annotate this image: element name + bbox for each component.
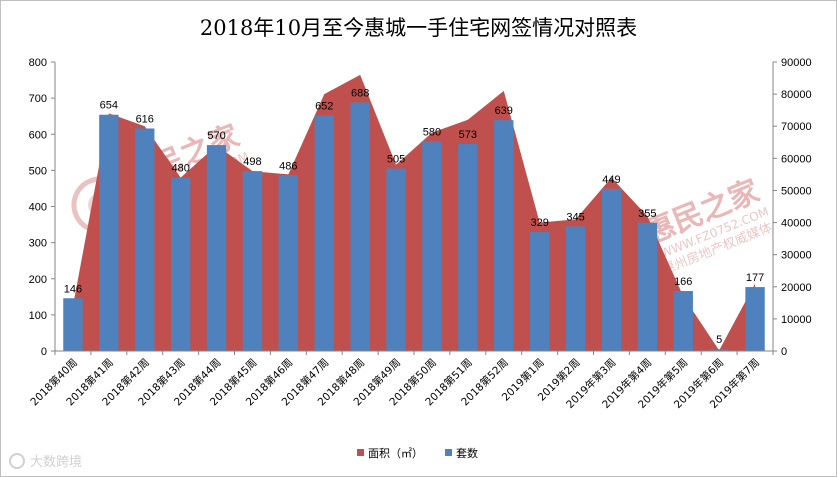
y-right-tick-label: 50000: [781, 185, 812, 197]
bar: [494, 120, 514, 351]
y-left-tick-label: 600: [29, 129, 47, 141]
legend-label-bar: 套数: [456, 447, 478, 460]
legend-label-area: 面积（㎡）: [368, 447, 423, 460]
bar-data-label: 177: [746, 272, 764, 284]
bar: [601, 188, 622, 351]
bar-data-label: 166: [674, 276, 692, 288]
bar: [637, 222, 658, 351]
bar-data-label: 498: [243, 156, 261, 168]
bar: [350, 102, 370, 352]
bar-data-label: 449: [602, 174, 620, 186]
corner-logo-icon: [9, 453, 25, 469]
bar: [565, 226, 586, 351]
legend-swatch-area: [357, 449, 364, 456]
bar-data-label: 355: [638, 208, 656, 220]
y-left-tick-label: 800: [29, 57, 47, 69]
y-left-tick-label: 0: [41, 346, 47, 358]
bar-data-label: 5: [716, 334, 722, 346]
y-right-tick-label: 10000: [781, 314, 812, 326]
bar: [278, 175, 299, 351]
y-right-tick-label: 30000: [781, 250, 812, 262]
bar: [63, 298, 83, 351]
bar: [709, 349, 729, 351]
bar: [529, 232, 550, 351]
bar: [135, 128, 155, 351]
bar-data-label: 580: [423, 126, 441, 138]
bar: [386, 168, 406, 351]
bar: [745, 287, 765, 351]
bar: [242, 171, 263, 351]
bar-series-layer: [63, 102, 765, 352]
legend-swatch-bar: [445, 449, 452, 456]
bar: [170, 177, 191, 351]
y-left-tick-label: 300: [29, 238, 47, 250]
bar-data-label: 329: [530, 217, 548, 229]
y-right-tick-label: 80000: [781, 89, 812, 101]
y-right-tick-label: 40000: [781, 218, 812, 230]
bar-data-label: 652: [315, 100, 333, 112]
y-left-tick-label: 500: [29, 165, 47, 177]
data-label-layer: 146 654 616 480 570 498 486 652 688 505 580 573 639 3…: [64, 87, 764, 346]
corner-badge-text: 大数跨境: [30, 455, 82, 470]
bar: [206, 145, 227, 351]
y-left-tick-label: 100: [29, 310, 47, 322]
y-right-tick-label: 20000: [781, 282, 812, 294]
bar: [314, 115, 334, 351]
bar-data-label: 639: [495, 105, 513, 117]
y-right-tick-label: 90000: [781, 57, 812, 69]
bar-data-label: 486: [279, 160, 297, 172]
bar-data-label: 146: [64, 283, 82, 295]
bar-data-label: 505: [387, 154, 405, 166]
y-left-tick-label: 700: [29, 93, 47, 105]
corner-badge: 大数跨境: [9, 453, 82, 470]
y-right-tick-label: 60000: [781, 153, 812, 165]
bar: [673, 291, 693, 351]
y-left-tick-label: 400: [29, 202, 47, 214]
bar-data-label: 616: [136, 113, 154, 125]
bar-data-label: 345: [566, 211, 584, 223]
bar-data-label: 573: [459, 129, 477, 141]
bar-data-label: 654: [100, 100, 118, 112]
bar: [458, 144, 478, 351]
y-right-tick-label: 0: [781, 346, 787, 358]
bar: [422, 141, 442, 351]
y-left-tick-label: 200: [29, 274, 47, 286]
legend: 面积（㎡） 套数: [357, 447, 478, 460]
bar: [99, 114, 119, 352]
y-right-tick-label: 70000: [781, 121, 812, 133]
bar-data-label: 570: [207, 130, 225, 142]
bar-data-label: 480: [171, 163, 189, 175]
bar-data-label: 688: [351, 87, 369, 99]
chart-title: 2018年10月至今惠城一手住宅网签情况对照表: [199, 16, 638, 40]
